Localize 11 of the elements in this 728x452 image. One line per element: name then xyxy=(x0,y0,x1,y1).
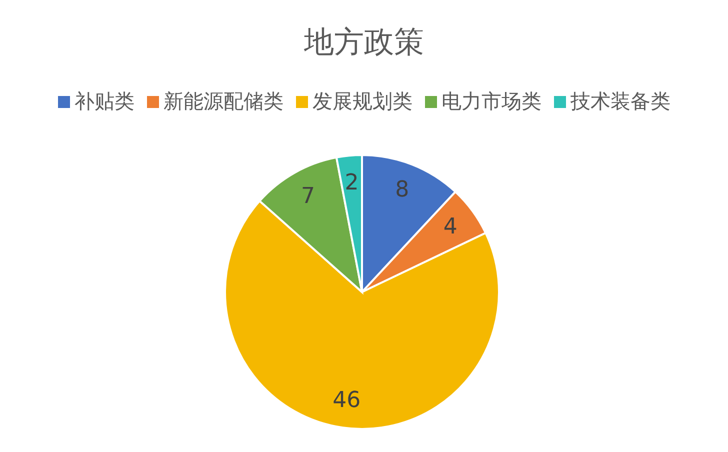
legend-label: 发展规划类 xyxy=(312,88,412,115)
legend-label: 补贴类 xyxy=(74,88,134,115)
legend-label: 新能源配储类 xyxy=(164,88,284,115)
legend-label: 电力市场类 xyxy=(442,88,542,115)
chart-title: 地方政策 xyxy=(303,24,425,62)
data-label: 8 xyxy=(395,178,410,203)
data-label: 4 xyxy=(443,214,458,240)
data-label: 7 xyxy=(300,184,315,210)
data-label: 2 xyxy=(344,170,359,196)
legend-label: 技术装备类 xyxy=(570,88,670,115)
data-label: 46 xyxy=(332,388,361,414)
